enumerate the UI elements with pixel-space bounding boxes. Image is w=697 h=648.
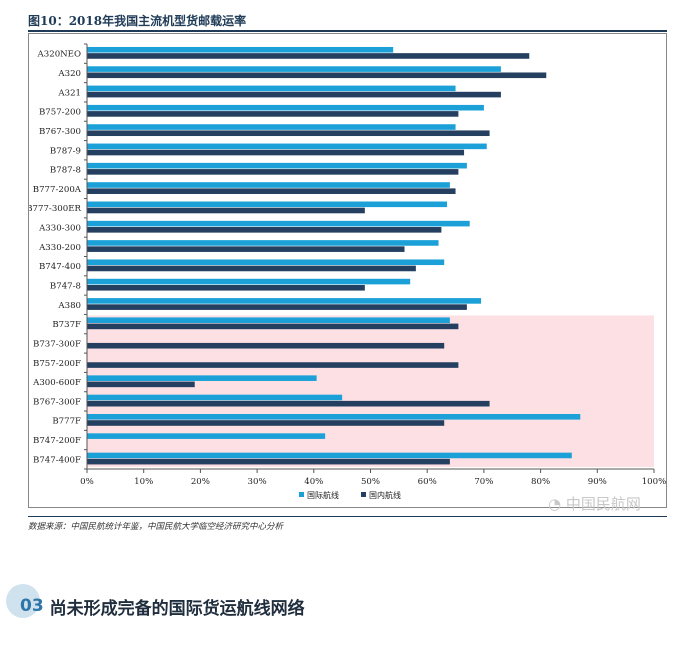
x-tick-label: 70% xyxy=(474,477,493,487)
bar-international xyxy=(87,104,484,111)
bar-domestic xyxy=(87,246,405,252)
x-tick-label: 100% xyxy=(642,477,667,487)
title-rule xyxy=(28,30,667,32)
bar-domestic xyxy=(87,207,365,214)
section-number: 03 xyxy=(20,596,44,616)
category-label: A321 xyxy=(57,88,81,98)
category-label: A300-600F xyxy=(32,378,81,388)
x-tick-label: 60% xyxy=(418,477,437,487)
bar-domestic xyxy=(87,53,530,59)
bar-international xyxy=(87,394,343,401)
bar-international xyxy=(87,162,467,169)
bar-domestic xyxy=(87,227,442,233)
bar-domestic xyxy=(87,149,465,156)
bar-domestic xyxy=(87,381,195,388)
bar-domestic xyxy=(87,188,456,194)
section-heading: 03 尚未形成完备的国际货运航线网络 xyxy=(0,584,305,622)
bar-domestic xyxy=(87,362,459,368)
figure-title: 图10：2018年我国主流机型货邮载运率 xyxy=(28,14,247,28)
wechat-icon: ◔ xyxy=(548,495,562,513)
category-label: A330-300 xyxy=(38,224,81,234)
bar-domestic xyxy=(87,400,490,407)
bar-domestic xyxy=(87,265,416,272)
category-label: B777-200A xyxy=(33,185,82,195)
bar-domestic xyxy=(87,284,365,291)
category-label: B737-300F xyxy=(33,339,81,349)
section-title: 尚未形成完备的国际货运航线网络 xyxy=(49,598,305,619)
category-label: B777F xyxy=(52,417,81,427)
x-tick-label: 20% xyxy=(191,477,210,487)
bar-international xyxy=(87,317,450,324)
bar-international xyxy=(87,182,450,188)
x-tick-label: 80% xyxy=(531,477,550,487)
bar-domestic xyxy=(87,304,467,310)
bar-international xyxy=(87,414,581,420)
bar-international xyxy=(87,220,470,227)
x-tick-label: 30% xyxy=(248,477,267,487)
bar-domestic xyxy=(87,342,445,349)
category-label: B767-300 xyxy=(39,127,81,137)
bar-international xyxy=(87,452,572,459)
bar-international xyxy=(87,85,456,92)
bar-domestic xyxy=(87,130,490,137)
bar-international xyxy=(87,240,439,246)
category-label: B747-400 xyxy=(39,262,81,272)
bar-international xyxy=(87,259,445,266)
category-label: B747-200F xyxy=(33,436,81,446)
chart-frame: A320NEO A320 A321 B757-200 B767-300 B787-9 B78… xyxy=(28,33,667,508)
bar-domestic xyxy=(87,458,450,465)
bar-chart: A320NEO A320 A321 B757-200 B767-300 B787-9 B78… xyxy=(29,43,667,500)
category-label: B747-400F xyxy=(33,455,81,465)
section-circle xyxy=(6,584,40,618)
bar-domestic xyxy=(87,323,459,330)
x-tick-label: 0% xyxy=(80,477,94,487)
category-label: B757-200F xyxy=(33,359,81,369)
category-label: A380 xyxy=(57,301,81,311)
category-label: A320NEO xyxy=(37,50,81,60)
bar-domestic xyxy=(87,91,501,98)
x-tick-label: 90% xyxy=(588,477,607,487)
bar-domestic xyxy=(87,420,445,426)
x-tick-label: 40% xyxy=(304,477,323,487)
category-label: B777-300ER xyxy=(29,204,82,214)
bar-international xyxy=(87,201,448,208)
watermark-text: 中国民航网 xyxy=(565,495,641,513)
bar-international xyxy=(87,124,456,130)
bar-domestic xyxy=(87,72,547,79)
bar-international xyxy=(87,278,411,285)
bar-international xyxy=(87,143,487,150)
bar-international xyxy=(87,46,394,53)
watermark: ◔ 中国民航网 xyxy=(548,493,641,514)
bar-domestic xyxy=(87,111,459,117)
category-label: A330-200 xyxy=(38,243,81,253)
category-label: B757-200 xyxy=(39,108,81,118)
legend-swatch xyxy=(299,492,304,497)
legend-swatch xyxy=(361,492,366,497)
category-label: B737F xyxy=(52,320,81,330)
bar-international xyxy=(87,375,317,381)
bar-international xyxy=(87,433,326,439)
category-label: B787-8 xyxy=(50,166,81,176)
legend-label: 国际航线 xyxy=(307,490,339,500)
category-label: B747-8 xyxy=(50,281,81,291)
category-label: B767-300F xyxy=(33,397,81,407)
freighter-highlight-region xyxy=(87,315,654,467)
bar-international xyxy=(87,66,501,72)
category-label: A320 xyxy=(57,69,81,79)
x-tick-label: 50% xyxy=(361,477,380,487)
bottom-rule xyxy=(28,516,667,517)
bar-domestic xyxy=(87,169,459,175)
category-label: B787-9 xyxy=(50,146,81,156)
bar-international xyxy=(87,298,482,304)
x-tick-label: 10% xyxy=(134,477,153,487)
source-note: 数据来源：中国民航统计年鉴，中国民航大学临空经济研究中心分析 xyxy=(28,522,284,532)
legend-label: 国内航线 xyxy=(369,490,401,500)
